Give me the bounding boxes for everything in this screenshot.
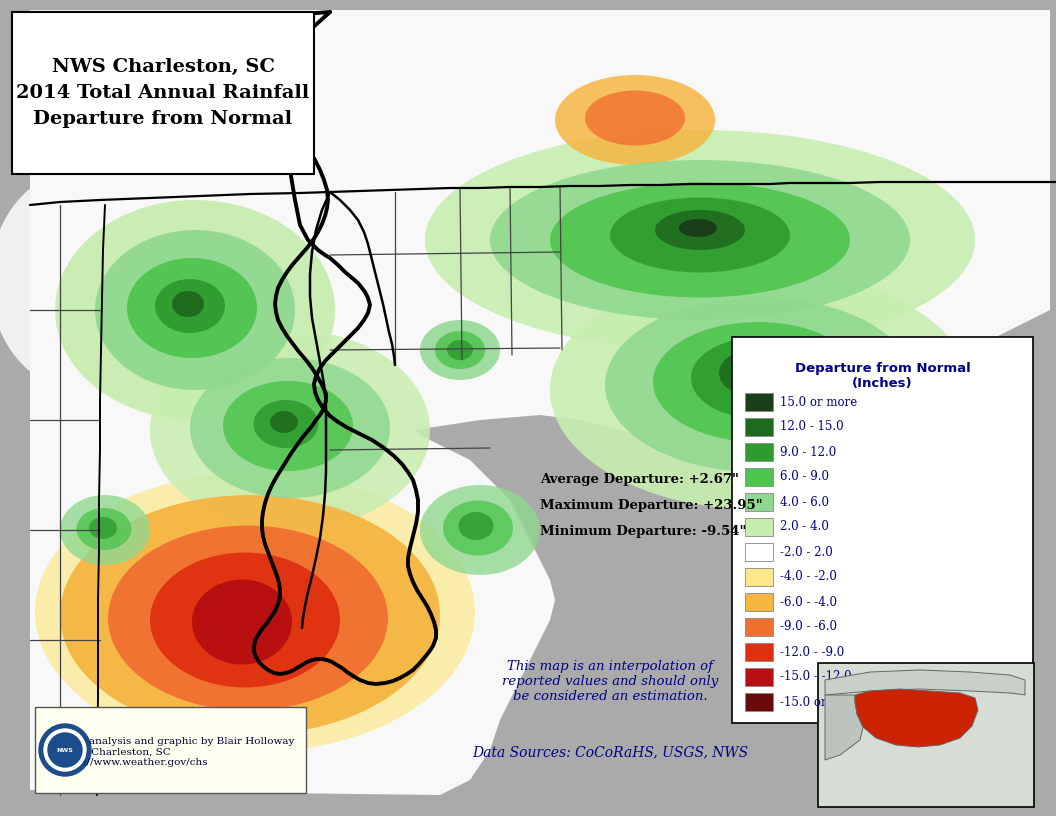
Ellipse shape: [458, 512, 493, 540]
Ellipse shape: [172, 291, 204, 317]
Text: 12.0 - 15.0: 12.0 - 15.0: [780, 420, 844, 433]
Polygon shape: [825, 695, 863, 760]
FancyBboxPatch shape: [744, 543, 773, 561]
FancyBboxPatch shape: [744, 418, 773, 436]
Ellipse shape: [108, 526, 388, 711]
Text: -15.0 or less: -15.0 or less: [780, 695, 853, 708]
FancyBboxPatch shape: [744, 493, 773, 511]
FancyBboxPatch shape: [744, 518, 773, 536]
Ellipse shape: [691, 338, 821, 418]
Ellipse shape: [60, 495, 440, 735]
Polygon shape: [30, 10, 1050, 795]
Ellipse shape: [555, 75, 715, 165]
Circle shape: [39, 724, 91, 776]
FancyBboxPatch shape: [744, 468, 773, 486]
FancyBboxPatch shape: [744, 693, 773, 711]
Polygon shape: [855, 689, 978, 747]
Ellipse shape: [55, 200, 335, 420]
Ellipse shape: [76, 508, 132, 550]
Ellipse shape: [420, 320, 499, 380]
Text: 9.0 - 12.0: 9.0 - 12.0: [780, 446, 836, 459]
Ellipse shape: [223, 381, 353, 471]
Text: -4.0 - -2.0: -4.0 - -2.0: [780, 570, 836, 583]
FancyBboxPatch shape: [744, 443, 773, 461]
FancyBboxPatch shape: [744, 393, 773, 411]
Ellipse shape: [155, 279, 225, 333]
Text: Maximum Departure: +23.95": Maximum Departure: +23.95": [540, 499, 762, 512]
Ellipse shape: [655, 210, 744, 250]
FancyBboxPatch shape: [818, 663, 1034, 807]
FancyBboxPatch shape: [744, 668, 773, 686]
Text: Departure from Normal
(Inches): Departure from Normal (Inches): [794, 362, 970, 390]
Text: -9.0 - -6.0: -9.0 - -6.0: [780, 620, 837, 633]
Ellipse shape: [253, 400, 319, 448]
Ellipse shape: [0, 170, 170, 390]
Ellipse shape: [420, 485, 540, 575]
Ellipse shape: [95, 230, 295, 390]
Ellipse shape: [425, 130, 975, 350]
Ellipse shape: [127, 258, 257, 358]
Ellipse shape: [447, 340, 473, 360]
Ellipse shape: [150, 330, 430, 530]
Text: Data analysis and graphic by Blair Holloway
NWS Charleston, SC
http://www.weathe: Data analysis and graphic by Blair Hollo…: [61, 737, 295, 767]
Text: -2.0 - 2.0: -2.0 - 2.0: [780, 546, 833, 558]
Text: 2.0 - 4.0: 2.0 - 4.0: [780, 521, 829, 534]
FancyBboxPatch shape: [744, 568, 773, 586]
Text: 15.0 or more: 15.0 or more: [780, 396, 857, 409]
Text: Data Sources: CoCoRaHS, USGS, NWS: Data Sources: CoCoRaHS, USGS, NWS: [472, 745, 748, 759]
Ellipse shape: [605, 298, 914, 472]
Ellipse shape: [550, 270, 970, 510]
Ellipse shape: [89, 517, 117, 539]
FancyBboxPatch shape: [35, 707, 306, 793]
Ellipse shape: [192, 579, 293, 664]
FancyBboxPatch shape: [744, 618, 773, 636]
Text: -12.0 - -9.0: -12.0 - -9.0: [780, 645, 844, 659]
FancyBboxPatch shape: [744, 643, 773, 661]
Ellipse shape: [444, 500, 513, 556]
Text: NWS: NWS: [57, 747, 74, 752]
Text: Minimum Departure: -9.54": Minimum Departure: -9.54": [540, 526, 747, 539]
FancyBboxPatch shape: [744, 593, 773, 611]
Text: This map is an interpolation of
reported values and should only
be considered an: This map is an interpolation of reported…: [502, 660, 718, 703]
Ellipse shape: [550, 183, 850, 298]
Text: 6.0 - 9.0: 6.0 - 9.0: [780, 471, 829, 484]
Ellipse shape: [653, 322, 863, 442]
Text: 4.0 - 6.0: 4.0 - 6.0: [780, 495, 829, 508]
Circle shape: [48, 733, 82, 767]
Polygon shape: [825, 670, 1025, 695]
Text: NWS Charleston, SC
2014 Total Annual Rainfall
Departure from Normal: NWS Charleston, SC 2014 Total Annual Rai…: [17, 58, 309, 128]
Ellipse shape: [679, 219, 717, 237]
Ellipse shape: [610, 197, 790, 273]
Text: -6.0 - -4.0: -6.0 - -4.0: [780, 596, 837, 609]
Ellipse shape: [719, 350, 787, 396]
Ellipse shape: [736, 359, 763, 381]
Circle shape: [44, 729, 86, 771]
Text: Average Departure: +2.67": Average Departure: +2.67": [540, 473, 739, 486]
Ellipse shape: [60, 495, 150, 565]
Text: -15.0 - -12.0: -15.0 - -12.0: [780, 671, 851, 684]
Ellipse shape: [190, 358, 390, 498]
Ellipse shape: [270, 411, 298, 433]
Ellipse shape: [490, 160, 910, 320]
FancyBboxPatch shape: [732, 337, 1033, 723]
Ellipse shape: [435, 331, 485, 369]
FancyBboxPatch shape: [12, 12, 314, 174]
Ellipse shape: [150, 552, 340, 688]
Ellipse shape: [585, 91, 685, 145]
Ellipse shape: [35, 472, 475, 752]
